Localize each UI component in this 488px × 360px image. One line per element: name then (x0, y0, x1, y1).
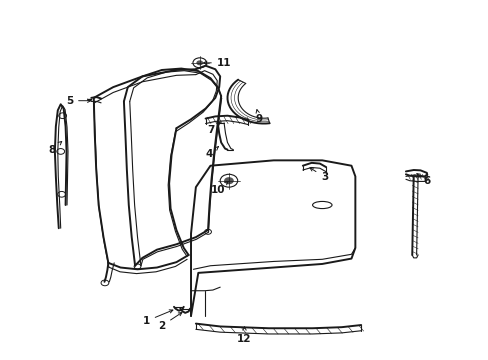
Text: 11: 11 (203, 58, 231, 68)
Text: 12: 12 (237, 327, 251, 344)
Text: 9: 9 (255, 109, 262, 123)
Text: 2: 2 (158, 312, 182, 331)
Circle shape (224, 177, 233, 184)
Text: 5: 5 (66, 96, 91, 106)
Text: 8: 8 (49, 141, 61, 155)
Text: 10: 10 (210, 181, 227, 195)
Text: 1: 1 (142, 310, 172, 326)
Text: 3: 3 (309, 168, 327, 182)
Text: 4: 4 (205, 147, 218, 159)
Text: 6: 6 (416, 174, 429, 186)
Circle shape (196, 60, 203, 65)
Text: 7: 7 (206, 122, 220, 135)
